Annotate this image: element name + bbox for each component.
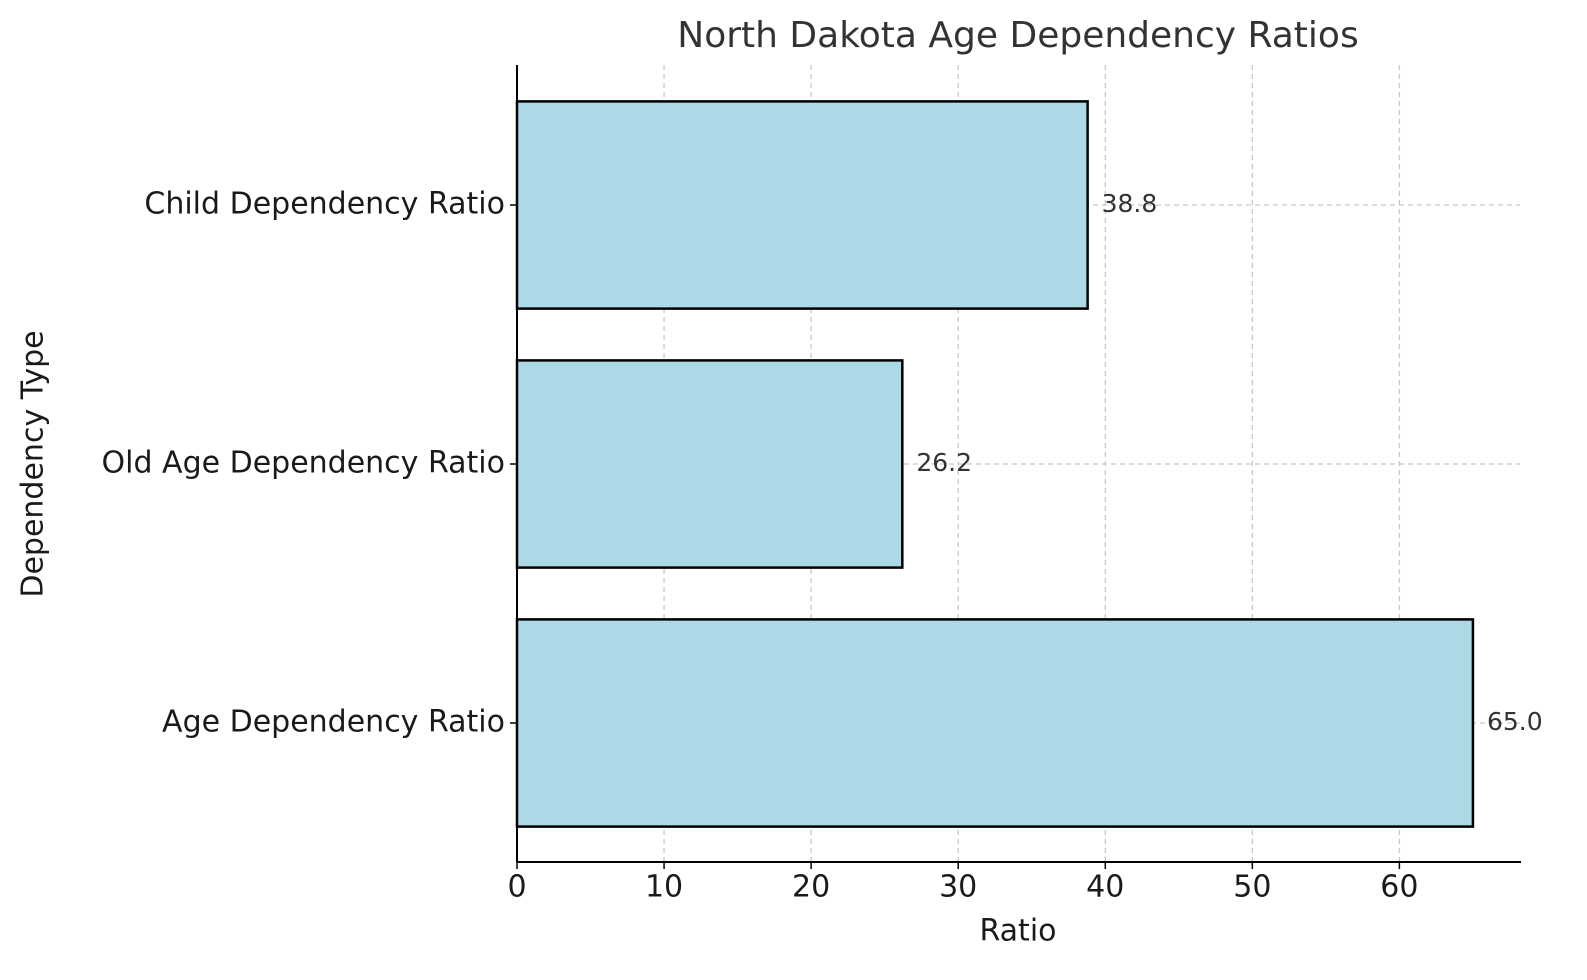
bars	[515, 100, 1475, 828]
labels: 0 10 20 30 40 50 60 Age Dependency Ratio 65.0 Old…	[102, 187, 1543, 905]
x-tick-label: 0	[507, 870, 526, 905]
x-tick-label: 60	[1380, 870, 1418, 905]
bar	[515, 618, 1475, 828]
bar	[515, 100, 1089, 310]
x-tick-label: 50	[1233, 870, 1271, 905]
y-tick-label: Age Dependency Ratio	[162, 705, 505, 740]
value-label: 26.2	[916, 448, 972, 477]
y-axis-label: Dependency Type	[16, 330, 51, 597]
value-label: 38.8	[1102, 189, 1158, 218]
chart-title: North Dakota Age Dependency Ratios	[677, 15, 1358, 56]
x-tick-label: 20	[792, 870, 830, 905]
x-tick-label: 40	[1086, 870, 1124, 905]
y-tick-label: Old Age Dependency Ratio	[102, 446, 505, 481]
x-tick-label: 30	[939, 870, 977, 905]
bar	[515, 359, 904, 569]
x-axis-label: Ratio	[979, 914, 1056, 949]
x-tick-label: 10	[645, 870, 683, 905]
value-label: 65.0	[1487, 707, 1543, 736]
y-tick-label: Child Dependency Ratio	[144, 187, 505, 222]
